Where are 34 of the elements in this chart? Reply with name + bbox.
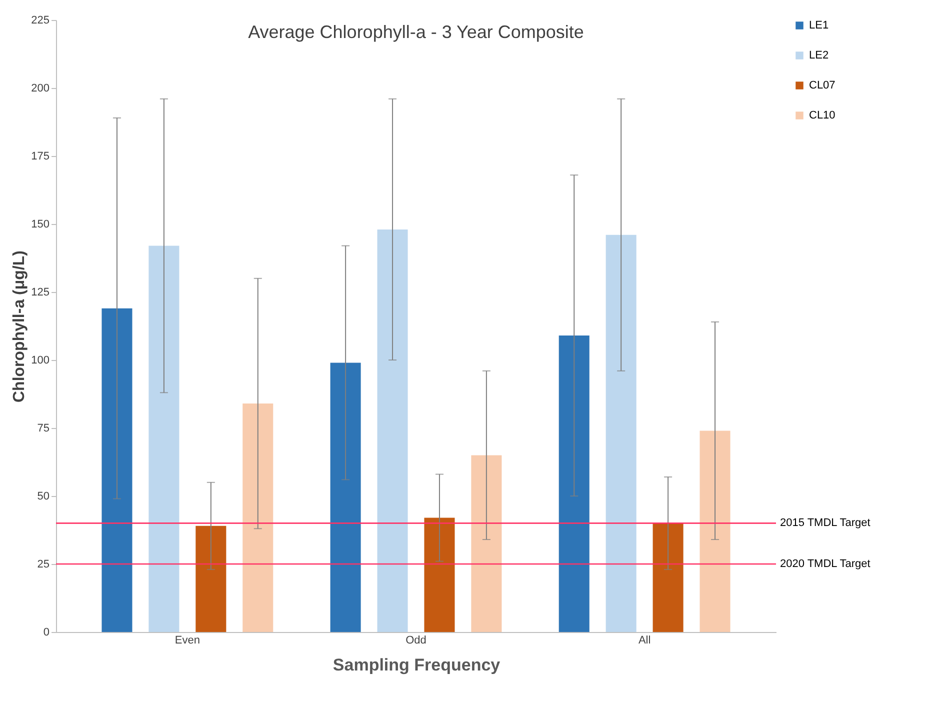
bar xyxy=(471,455,502,632)
y-tick-label: 25 xyxy=(37,558,50,570)
bar xyxy=(377,229,408,632)
legend-label: LE2 xyxy=(809,50,829,62)
chart-title: Average Chlorophyll-a - 3 Year Composite xyxy=(248,22,584,42)
ref-line-label: 2015 TMDL Target xyxy=(780,517,870,530)
bar xyxy=(102,308,132,632)
bar xyxy=(148,246,180,632)
y-tick-label: 0 xyxy=(43,626,50,638)
bar xyxy=(652,523,684,632)
y-tick-label: 75 xyxy=(37,422,50,434)
ref-line-label: 2020 TMDL Target xyxy=(780,558,870,570)
y-tick-label: 175 xyxy=(31,150,50,162)
bar xyxy=(242,404,274,632)
y-tick-label: 200 xyxy=(31,82,50,94)
x-tick-label: All xyxy=(638,634,651,646)
bar xyxy=(424,518,455,632)
bar xyxy=(196,526,226,632)
y-tick-label: 125 xyxy=(31,286,50,298)
x-tick-label: Even xyxy=(174,634,200,646)
y-axis-title: Chlorophyll-a (μg/L) xyxy=(11,250,28,402)
x-axis-title: Sampling Frequency xyxy=(332,656,501,674)
legend-label: LE1 xyxy=(809,20,829,32)
y-tick-label: 225 xyxy=(31,14,50,26)
legend-label: CL10 xyxy=(809,110,836,122)
bar xyxy=(700,430,730,632)
y-tick-label: 50 xyxy=(37,490,50,502)
x-tick-label: Odd xyxy=(406,634,426,646)
y-tick-label: 100 xyxy=(31,354,50,366)
legend-label: CL07 xyxy=(809,80,836,92)
bar xyxy=(606,234,636,632)
y-tick-label: 150 xyxy=(31,218,50,230)
bar xyxy=(330,362,361,632)
bar xyxy=(558,336,590,632)
